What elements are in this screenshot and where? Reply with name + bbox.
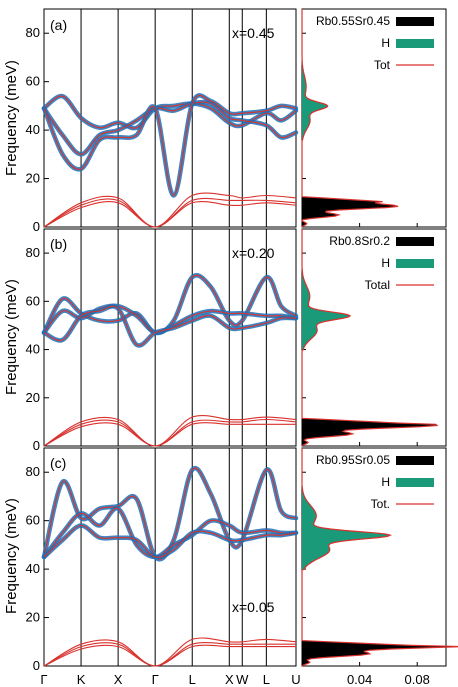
band-frame-c bbox=[43, 447, 297, 667]
dos-h-fill-b bbox=[302, 229, 351, 446]
dos-h-fill-a bbox=[302, 9, 328, 227]
phonon-band-c-2 bbox=[43, 637, 297, 667]
dos-legend-label-c-1: H bbox=[381, 475, 390, 489]
dos-legend-swatch-c-0 bbox=[396, 456, 434, 465]
dos-legend-label-b-2: Total bbox=[365, 278, 390, 292]
band-frame-b bbox=[43, 228, 297, 447]
ytick-label-c-0: 0 bbox=[33, 658, 40, 673]
dos-rbsr-fill-c bbox=[302, 448, 458, 666]
annotation-a: x=0.45 bbox=[232, 25, 275, 41]
ytick-label-b-4: 80 bbox=[26, 245, 40, 260]
annotation-c: x=0.05 bbox=[232, 599, 275, 615]
dos-legend-label-b-0: Rb0.8Sr0.2 bbox=[329, 234, 390, 248]
phonon-band-a-3 bbox=[43, 95, 297, 129]
ytick-label-b-2: 40 bbox=[26, 342, 40, 357]
ylabel-a: Frequency (meV) bbox=[3, 60, 20, 176]
annotation-b: x=0.20 bbox=[232, 245, 275, 261]
ytick-label-c-1: 20 bbox=[26, 610, 40, 625]
kpath-label-7: L bbox=[263, 672, 270, 687]
dos-legend-swatch-b-1 bbox=[396, 259, 434, 268]
phonon-band-b-1 bbox=[43, 418, 297, 447]
dos-total-line-b bbox=[301, 229, 439, 447]
dos-total-line-c bbox=[301, 448, 458, 667]
phonon-band-b-2 bbox=[43, 414, 297, 447]
ytick-label-a-1: 20 bbox=[26, 171, 40, 186]
phonon-band-a-4 bbox=[43, 101, 297, 155]
dos-legend-swatch-a-0 bbox=[396, 17, 434, 26]
dos-legend-label-c-0: Rb0.95Sr0.05 bbox=[316, 453, 390, 467]
ytick-label-b-3: 60 bbox=[26, 293, 40, 308]
dos-legend-swatch-a-1 bbox=[396, 39, 434, 48]
ytick-label-a-3: 60 bbox=[26, 74, 40, 89]
ylabel-b: Frequency (meV) bbox=[3, 279, 20, 395]
panel-label-b: (b) bbox=[50, 236, 67, 252]
kpath-label-5: X bbox=[225, 672, 234, 687]
text-layer: Frequency (meV) Frequency (meV) Frequenc… bbox=[3, 17, 275, 615]
dos-legend-label-c-2: Tot. bbox=[371, 497, 390, 511]
ytick-label-a-2: 40 bbox=[26, 122, 40, 137]
phonon-band-b-0 bbox=[43, 422, 296, 447]
phonon-band-a-0 bbox=[43, 201, 297, 228]
ytick-label-c-3: 60 bbox=[26, 513, 40, 528]
phonon-band-c-4 bbox=[43, 507, 297, 558]
phonon-band-a-5 bbox=[43, 94, 297, 197]
ytick-label-b-0: 0 bbox=[33, 438, 40, 453]
dos-h-fill-c bbox=[302, 448, 391, 666]
ytick-label-c-4: 80 bbox=[26, 464, 40, 479]
phonon-band-b-5 bbox=[43, 305, 297, 347]
ytick-label-c-2: 40 bbox=[26, 561, 40, 576]
kpath-label-8: U bbox=[291, 672, 300, 687]
panel-label-a: (a) bbox=[50, 17, 67, 33]
phonon-band-c-1 bbox=[43, 642, 296, 667]
phonon-band-c-3 bbox=[43, 467, 297, 560]
phonon-band-c-5 bbox=[43, 524, 297, 558]
ytick-label-b-1: 20 bbox=[26, 390, 40, 405]
dos-legend-label-a-2: Tot bbox=[374, 58, 391, 72]
dos-xtick-label-0: 0.04 bbox=[347, 672, 372, 687]
kpath-label-0: Γ bbox=[40, 672, 47, 687]
ytick-label-a-4: 80 bbox=[26, 25, 40, 40]
phonon-band-a-1 bbox=[43, 197, 297, 228]
kpath-label-3: Γ bbox=[152, 672, 159, 687]
panel-label-c: (c) bbox=[50, 455, 66, 471]
kpath-label-4: L bbox=[189, 672, 196, 687]
dos-legend-label-b-1: H bbox=[381, 256, 390, 270]
ylabel-c: Frequency (meV) bbox=[3, 498, 20, 614]
phonon-band-b-4 bbox=[43, 305, 297, 334]
phonon-band-a-2 bbox=[43, 192, 297, 228]
ytick-label-a-0: 0 bbox=[33, 219, 40, 234]
dos-legend-swatch-b-0 bbox=[396, 237, 434, 246]
dos-layer: Rb0.55Sr0.45 H Tot Rb0.8Sr0.2 H Total Rb0.95Sr… bbox=[301, 8, 458, 687]
phonon-band-c-0 bbox=[43, 644, 296, 667]
dos-xtick-label-1: 0.08 bbox=[405, 672, 430, 687]
band-frame-a bbox=[43, 8, 297, 228]
dos-legend-label-a-0: Rb0.55Sr0.45 bbox=[316, 14, 390, 28]
kpath-label-2: X bbox=[114, 672, 123, 687]
kpath-label-1: K bbox=[77, 672, 86, 687]
kpath-label-6: W bbox=[236, 672, 249, 687]
dos-legend-swatch-c-1 bbox=[396, 478, 434, 487]
dos-total-line-a bbox=[301, 9, 399, 228]
dos-legend-label-a-1: H bbox=[381, 36, 390, 50]
